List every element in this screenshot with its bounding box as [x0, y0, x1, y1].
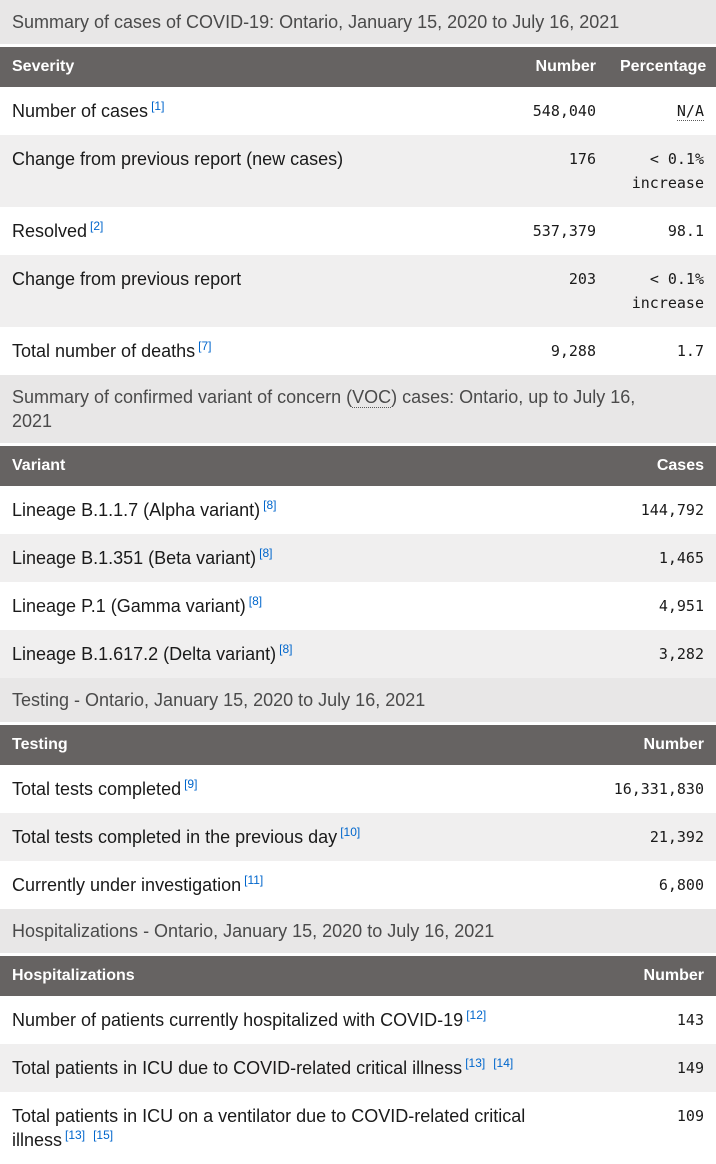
footnote-link[interactable]: [7]	[198, 339, 212, 353]
column-header-testing: Testing	[0, 725, 586, 765]
row-label: Total patients in ICU on a ventilator du…	[12, 1106, 526, 1150]
footnote-link[interactable]: [14]	[493, 1056, 514, 1070]
table-row: Change from previous report 203 < 0.1% i…	[0, 255, 716, 327]
row-label: Lineage B.1.617.2 (Delta variant) [8]	[12, 642, 293, 664]
table-row: Change from previous report (new cases) …	[0, 135, 716, 207]
number-cell: 1,465	[658, 549, 704, 567]
voc-header-row: Variant Cases	[0, 446, 716, 486]
row-label: Change from previous report (new cases)	[12, 149, 344, 169]
number-cell: 16,331,830	[613, 780, 704, 798]
table-row: Lineage B.1.617.2 (Delta variant) [8] 3,2…	[0, 630, 716, 678]
footnote-link[interactable]: [8]	[279, 642, 293, 656]
number-cell: 4,951	[658, 597, 704, 615]
percentage-cell: < 0.1% increase	[631, 150, 704, 192]
table-row: Resolved [2] 537,379 98.1	[0, 207, 716, 255]
number-cell: 143	[676, 1011, 704, 1029]
percentage-cell: 98.1	[667, 222, 704, 240]
footnote-link[interactable]: [2]	[90, 219, 104, 233]
column-header-percentage: Percentage	[608, 47, 716, 87]
voc-caption: Summary of confirmed variant of concern …	[0, 375, 716, 443]
testing-table: Testing Number Total tests completed [9] …	[0, 725, 716, 909]
footnote-link[interactable]: [13]	[65, 1128, 86, 1142]
column-header-cases: Cases	[586, 446, 716, 486]
table-row: Currently under investigation [11] 6,800	[0, 861, 716, 909]
row-label: Lineage B.1.1.7 (Alpha variant) [8]	[12, 498, 277, 520]
na-abbr: N/A	[676, 102, 704, 121]
footnote-link[interactable]: [15]	[93, 1128, 114, 1142]
cases-header-row: Severity Number Percentage	[0, 47, 716, 87]
section-cases: Summary of cases of COVID-19: Ontario, J…	[0, 0, 716, 375]
section-testing: Testing - Ontario, January 15, 2020 to J…	[0, 678, 716, 909]
table-row: Number of patients currently hospitalize…	[0, 996, 716, 1044]
percentage-cell: N/A	[608, 87, 716, 135]
number-cell: 3,282	[658, 645, 704, 663]
column-header-number: Number	[498, 47, 608, 87]
voc-table: Variant Cases Lineage B.1.1.7 (Alpha var…	[0, 446, 716, 678]
number-cell: 21,392	[649, 828, 704, 846]
table-row: Lineage B.1.351 (Beta variant) [8] 1,465	[0, 534, 716, 582]
number-cell: 149	[676, 1059, 704, 1077]
number-cell: 144,792	[640, 501, 704, 519]
number-cell: 537,379	[532, 222, 596, 240]
column-header-hospitalizations: Hospitalizations	[0, 956, 586, 996]
number-cell: 109	[676, 1107, 704, 1125]
cases-caption: Summary of cases of COVID-19: Ontario, J…	[0, 0, 716, 44]
testing-caption: Testing - Ontario, January 15, 2020 to J…	[0, 678, 716, 722]
testing-header-row: Testing Number	[0, 725, 716, 765]
number-cell: 176	[568, 150, 596, 168]
row-label: Currently under investigation [11]	[12, 873, 264, 895]
column-header-number: Number	[586, 956, 716, 996]
voc-abbr: VOC	[352, 387, 392, 408]
section-hospitalizations: Hospitalizations - Ontario, January 15, …	[0, 909, 716, 1164]
footnote-link[interactable]: [12]	[466, 1008, 487, 1022]
column-header-number: Number	[586, 725, 716, 765]
section-voc: Summary of confirmed variant of concern …	[0, 375, 716, 678]
row-label: Number of patients currently hospitalize…	[12, 1008, 487, 1030]
hospitalizations-caption: Hospitalizations - Ontario, January 15, …	[0, 909, 716, 953]
percentage-cell: 1.7	[676, 342, 704, 360]
hospitalizations-table: Hospitalizations Number Number of patien…	[0, 956, 716, 1164]
number-cell: 6,800	[658, 876, 704, 894]
footnote-link[interactable]: [11]	[244, 873, 264, 887]
cases-table: Severity Number Percentage Number of cas…	[0, 47, 716, 375]
table-row: Number of cases [1] 548,040 N/A	[0, 87, 716, 135]
footnote-link[interactable]: [8]	[259, 546, 273, 560]
row-label: Resolved [2]	[12, 219, 104, 241]
table-row: Total number of deaths [7] 9,288 1.7	[0, 327, 716, 375]
table-row: Total tests completed in the previous da…	[0, 813, 716, 861]
column-header-variant: Variant	[0, 446, 586, 486]
row-label: Total patients in ICU due to COVID-relat…	[12, 1056, 514, 1078]
footnote-link[interactable]: [8]	[263, 498, 277, 512]
table-row: Lineage B.1.1.7 (Alpha variant) [8] 144,7…	[0, 486, 716, 534]
row-label: Lineage P.1 (Gamma variant) [8]	[12, 594, 263, 616]
table-row: Lineage P.1 (Gamma variant) [8] 4,951	[0, 582, 716, 630]
row-label: Change from previous report	[12, 269, 242, 289]
row-label: Total tests completed [9]	[12, 777, 198, 799]
row-label: Lineage B.1.351 (Beta variant) [8]	[12, 546, 273, 568]
column-header-severity: Severity	[0, 47, 498, 87]
number-cell: 9,288	[550, 342, 596, 360]
row-label: Number of cases [1]	[12, 99, 165, 121]
footnote-link[interactable]: [10]	[340, 825, 361, 839]
footnote-link[interactable]: [1]	[151, 99, 165, 113]
table-row: Total patients in ICU due to COVID-relat…	[0, 1044, 716, 1092]
table-row: Total patients in ICU on a ventilator du…	[0, 1092, 716, 1164]
row-label: Total number of deaths [7]	[12, 339, 212, 361]
footnote-link[interactable]: [9]	[184, 777, 198, 791]
footnote-link[interactable]: [8]	[248, 594, 263, 608]
footnote-link[interactable]: [13]	[465, 1056, 486, 1070]
number-cell: 203	[568, 270, 596, 288]
row-label: Total tests completed in the previous da…	[12, 825, 361, 847]
percentage-cell: < 0.1% increase	[631, 270, 704, 312]
table-row: Total tests completed [9] 16,331,830	[0, 765, 716, 813]
number-cell: 548,040	[532, 102, 596, 120]
hospitalizations-header-row: Hospitalizations Number	[0, 956, 716, 996]
